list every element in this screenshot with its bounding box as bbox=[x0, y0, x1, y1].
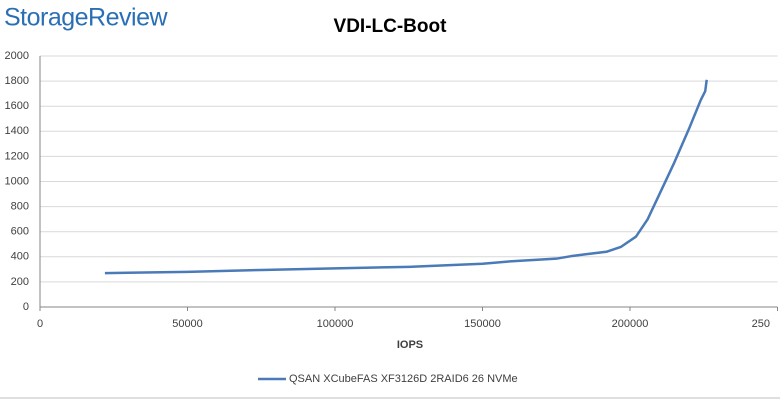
y-tick-label: 1200 bbox=[5, 150, 29, 162]
y-tick-label: 2000 bbox=[5, 50, 29, 62]
y-tick-label: 600 bbox=[11, 226, 29, 238]
brand-logo: StorageReview bbox=[4, 4, 168, 32]
y-tick-label: 1800 bbox=[5, 75, 29, 87]
legend-label: QSAN XCubeFAS XF3126D 2RAID6 26 NVMe bbox=[289, 373, 518, 385]
x-tick-label: 250 bbox=[752, 318, 770, 330]
x-axis-label: IOPS bbox=[397, 339, 423, 351]
y-tick-label: 1600 bbox=[5, 100, 29, 112]
y-tick-label: 400 bbox=[11, 251, 29, 263]
chart-title: VDI-LC-Boot bbox=[334, 16, 448, 37]
series-line bbox=[104, 79, 708, 275]
x-tick-label: 50000 bbox=[172, 318, 203, 330]
y-tick-label: 1400 bbox=[5, 125, 29, 137]
y-tick-label: 200 bbox=[11, 276, 29, 288]
x-tick-label: 150000 bbox=[464, 318, 501, 330]
y-tick-label: 800 bbox=[11, 201, 29, 213]
x-tick-label: 200000 bbox=[612, 318, 649, 330]
y-tick-label: 0 bbox=[23, 301, 29, 313]
y-tick-label: 1000 bbox=[5, 175, 29, 187]
x-tick-label: 100000 bbox=[317, 318, 354, 330]
x-tick-label: 0 bbox=[37, 318, 43, 330]
